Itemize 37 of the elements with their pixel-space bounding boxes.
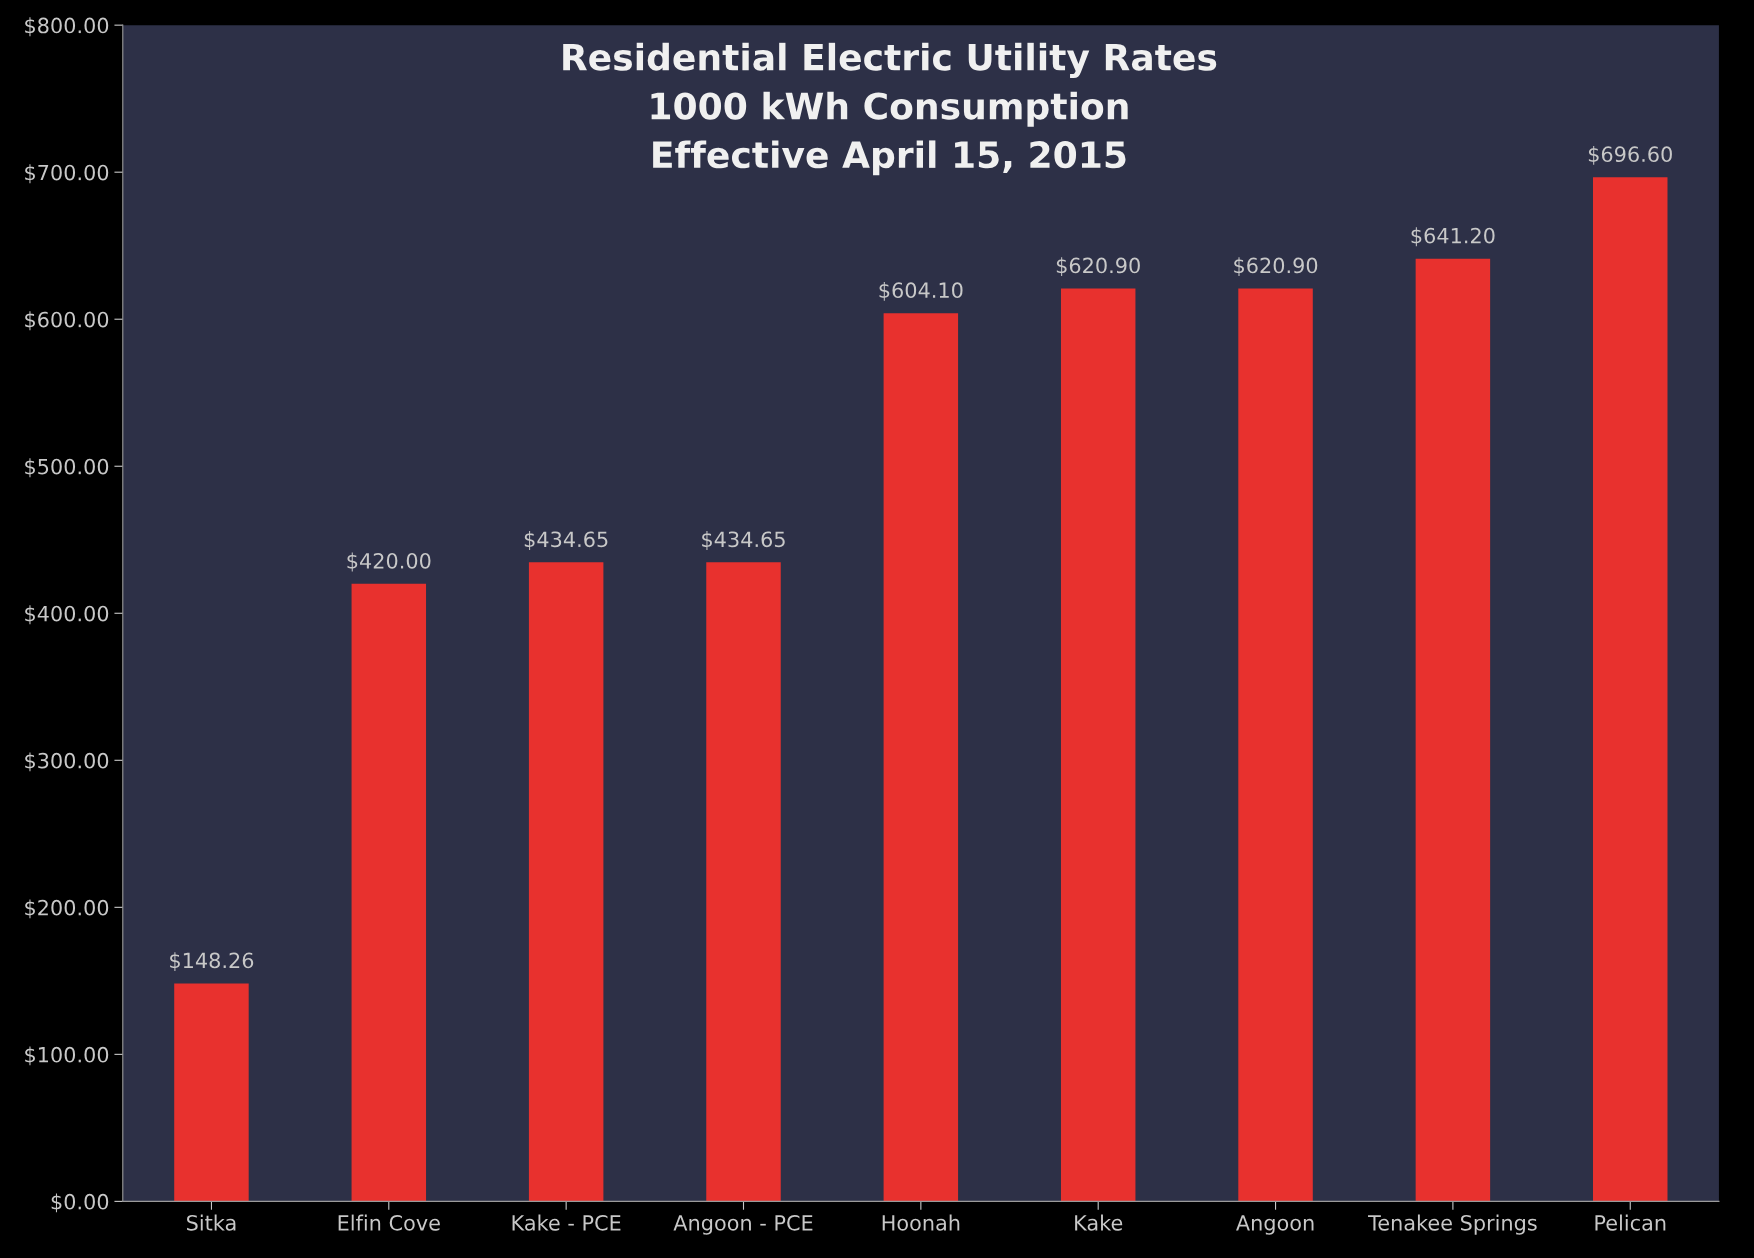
data-label: $620.90 [1234, 257, 1318, 277]
bar [1238, 288, 1313, 1202]
y-tick-label: $800.00 [25, 17, 109, 37]
x-tick-label: Sitka [187, 1214, 236, 1231]
x-tick-label: Hoonah [882, 1214, 960, 1231]
y-tick-label: $300.00 [25, 752, 109, 772]
y-tick-label: $600.00 [25, 311, 109, 331]
x-tick-label: Angoon [1236, 1215, 1314, 1235]
bar [1415, 258, 1491, 1202]
data-label: $434.65 [702, 531, 785, 550]
x-tick-label: Angoon - PCE [673, 1214, 813, 1235]
data-label: $696.60 [1588, 145, 1672, 165]
bar [174, 983, 249, 1202]
x-tick-label: Tenakee Springs [1368, 1214, 1537, 1235]
y-tick-label: $400.00 [25, 605, 109, 625]
y-tick-label: $500.00 [25, 458, 109, 478]
bar [351, 583, 427, 1202]
x-tick-label: Pelican [1595, 1214, 1666, 1231]
data-label: $148.26 [170, 952, 254, 972]
data-label: $420.00 [347, 552, 431, 572]
y-tick-label: $100.00 [25, 1046, 109, 1066]
text: Residential Electric Utility Rates 1000 kWh Consumption Effective April 15, 2015 [563, 42, 1217, 176]
data-label: $620.90 [1056, 257, 1140, 277]
x-tick-label: Kake [1075, 1214, 1123, 1231]
bar [883, 313, 959, 1202]
y-tick-label: $200.00 [25, 899, 109, 919]
data-label: $604.10 [879, 281, 963, 301]
bar [1060, 288, 1136, 1202]
y-tick-label: $700.00 [25, 164, 109, 184]
data-label: $641.20 [1411, 227, 1495, 247]
x-tick-label: Kake - PCE [512, 1214, 621, 1231]
data-label: $434.65 [524, 531, 608, 550]
y-tick-label: $0.00 [51, 1193, 109, 1213]
bar [706, 562, 781, 1202]
bar [1593, 177, 1668, 1202]
bar [528, 562, 604, 1202]
x-tick-label: Elfin Cove [338, 1214, 440, 1231]
